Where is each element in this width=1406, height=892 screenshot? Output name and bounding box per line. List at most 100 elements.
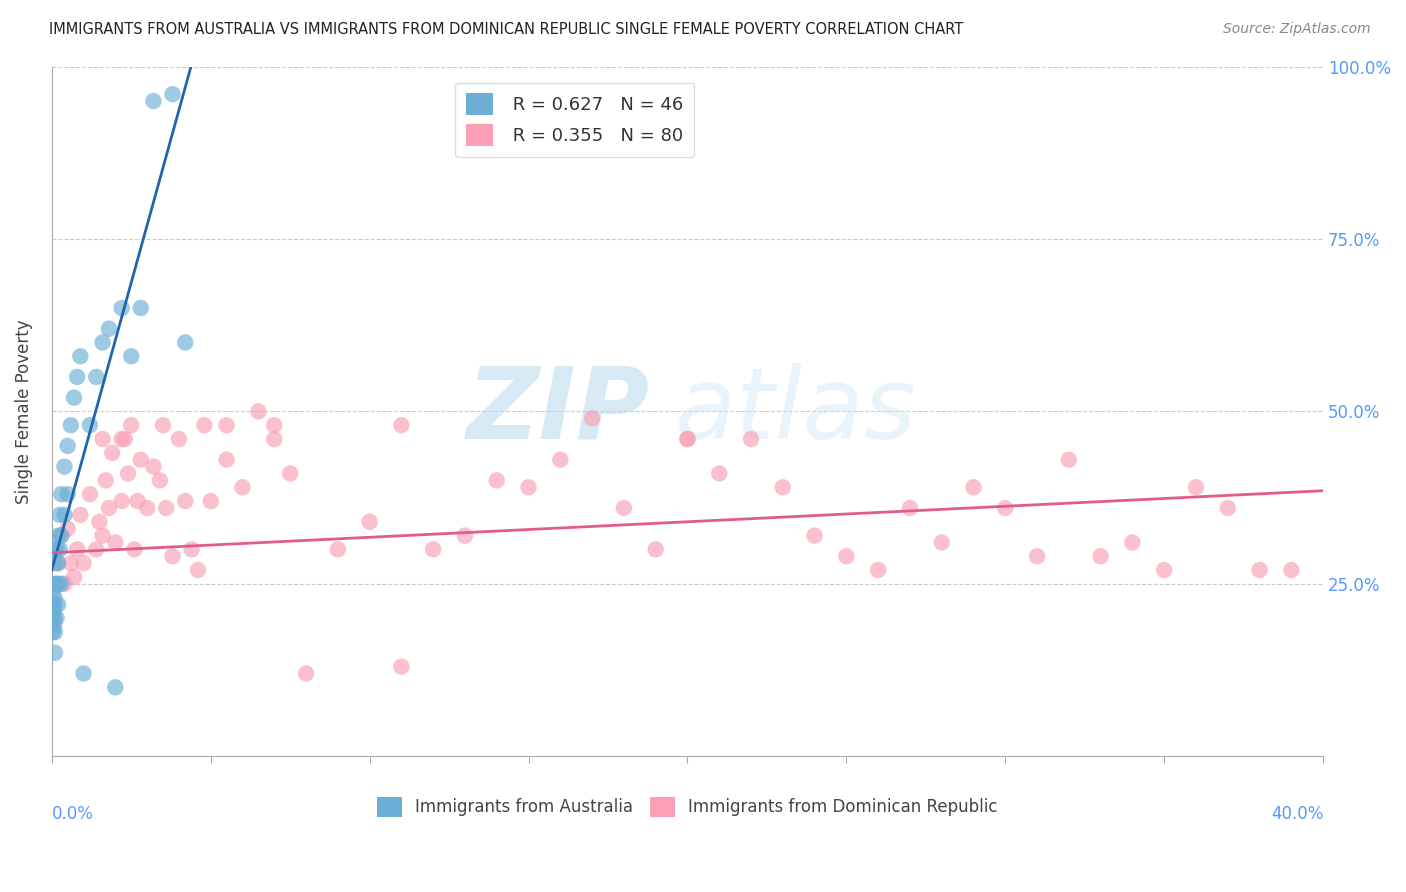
Point xyxy=(44,542,66,557)
Point xyxy=(42,618,65,632)
Point xyxy=(66,542,89,557)
Point xyxy=(167,432,190,446)
Point xyxy=(79,418,101,433)
Point xyxy=(581,411,603,425)
Point xyxy=(247,404,270,418)
Text: atlas: atlas xyxy=(675,363,917,460)
Point xyxy=(994,500,1017,515)
Point xyxy=(359,515,381,529)
Point xyxy=(1185,480,1208,494)
Point xyxy=(550,452,572,467)
Point xyxy=(676,432,699,446)
Point xyxy=(278,467,301,481)
Point xyxy=(53,459,76,474)
Legend: Immigrants from Australia, Immigrants from Dominican Republic: Immigrants from Australia, Immigrants fr… xyxy=(370,790,1004,824)
Point xyxy=(124,542,146,557)
Point xyxy=(740,432,762,446)
Point xyxy=(91,335,114,350)
Point xyxy=(51,487,73,501)
Point xyxy=(42,583,65,598)
Point xyxy=(868,563,890,577)
Point xyxy=(51,528,73,542)
Point xyxy=(162,549,184,564)
Point xyxy=(389,418,412,433)
Point xyxy=(72,556,94,570)
Point xyxy=(41,598,63,612)
Point xyxy=(44,556,66,570)
Point xyxy=(104,681,127,695)
Point xyxy=(72,666,94,681)
Point xyxy=(772,480,794,494)
Point xyxy=(1057,452,1080,467)
Point xyxy=(676,432,699,446)
Point xyxy=(66,370,89,384)
Point xyxy=(45,542,67,557)
Point xyxy=(46,577,69,591)
Point xyxy=(56,522,79,536)
Point xyxy=(44,577,66,591)
Point xyxy=(51,577,73,591)
Point xyxy=(962,480,984,494)
Point xyxy=(127,494,149,508)
Point xyxy=(389,659,412,673)
Point xyxy=(193,418,215,433)
Point xyxy=(644,542,666,557)
Point xyxy=(97,321,120,335)
Point xyxy=(129,452,152,467)
Point xyxy=(898,500,921,515)
Point xyxy=(46,598,69,612)
Point xyxy=(91,528,114,542)
Point xyxy=(120,349,142,363)
Point xyxy=(1121,535,1143,549)
Point xyxy=(48,542,70,557)
Point xyxy=(709,467,731,481)
Point xyxy=(69,508,91,522)
Point xyxy=(149,474,172,488)
Point xyxy=(120,418,142,433)
Point xyxy=(1216,500,1239,515)
Point xyxy=(111,432,134,446)
Point xyxy=(46,528,69,542)
Point xyxy=(59,556,82,570)
Point xyxy=(59,418,82,433)
Point xyxy=(231,480,253,494)
Point xyxy=(326,542,349,557)
Point xyxy=(155,500,177,515)
Point xyxy=(42,604,65,618)
Point xyxy=(48,508,70,522)
Point xyxy=(174,335,197,350)
Point xyxy=(63,570,86,584)
Point xyxy=(117,467,139,481)
Point xyxy=(422,542,444,557)
Point xyxy=(104,535,127,549)
Point xyxy=(215,418,238,433)
Point xyxy=(101,446,124,460)
Point xyxy=(53,508,76,522)
Text: ZIP: ZIP xyxy=(467,363,650,460)
Point xyxy=(1026,549,1049,564)
Text: 0.0%: 0.0% xyxy=(52,805,94,822)
Point xyxy=(1279,563,1302,577)
Text: IMMIGRANTS FROM AUSTRALIA VS IMMIGRANTS FROM DOMINICAN REPUBLIC SINGLE FEMALE PO: IMMIGRANTS FROM AUSTRALIA VS IMMIGRANTS … xyxy=(49,22,963,37)
Point xyxy=(142,459,165,474)
Point xyxy=(111,494,134,508)
Point xyxy=(215,452,238,467)
Point xyxy=(45,577,67,591)
Point xyxy=(89,515,111,529)
Point xyxy=(42,625,65,640)
Text: 40.0%: 40.0% xyxy=(1271,805,1323,822)
Text: Source: ZipAtlas.com: Source: ZipAtlas.com xyxy=(1223,22,1371,37)
Point xyxy=(45,611,67,625)
Point xyxy=(84,542,107,557)
Point xyxy=(263,432,285,446)
Point xyxy=(44,625,66,640)
Point xyxy=(152,418,174,433)
Point xyxy=(174,494,197,508)
Point xyxy=(931,535,953,549)
Point xyxy=(263,418,285,433)
Point xyxy=(91,432,114,446)
Point xyxy=(97,500,120,515)
Point xyxy=(51,528,73,542)
Point xyxy=(454,528,477,542)
Point xyxy=(53,577,76,591)
